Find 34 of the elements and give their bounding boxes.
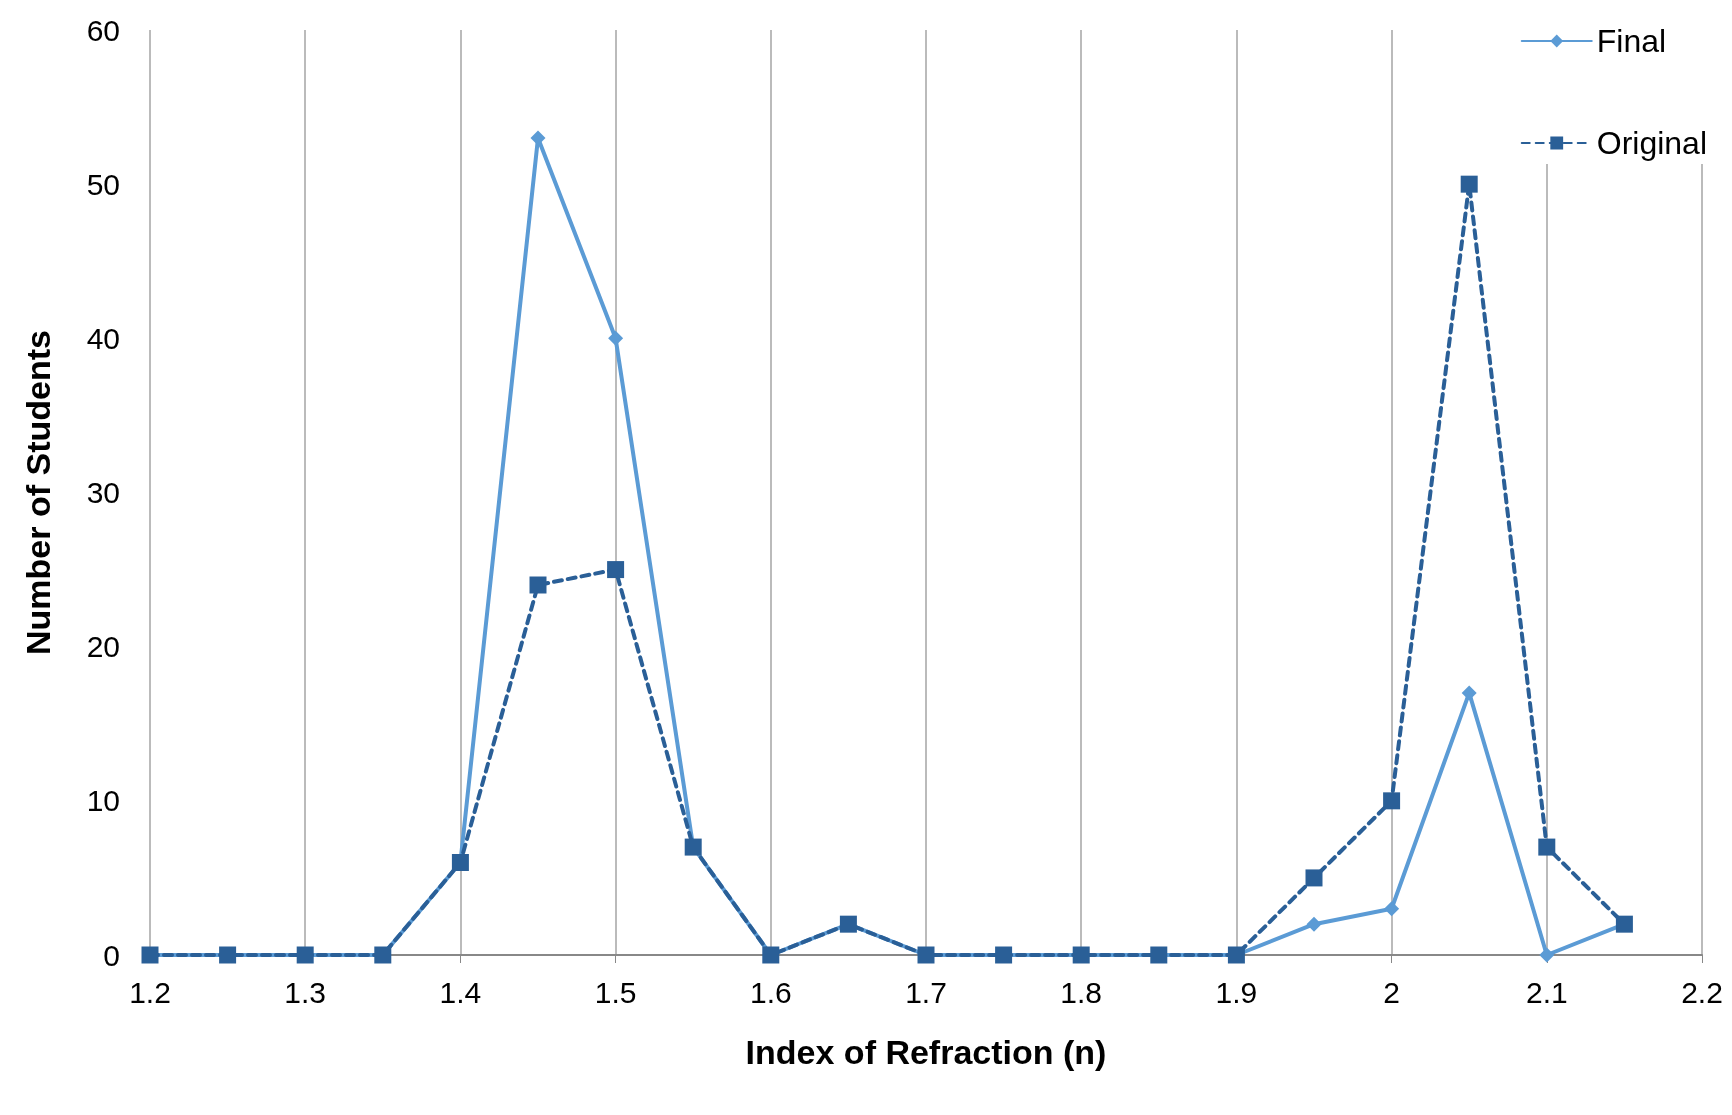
point: [1383, 792, 1401, 810]
point: [608, 330, 624, 346]
x-tick-label: 1.2: [129, 975, 171, 1009]
x-tick-label: 1.8: [1060, 975, 1103, 1009]
x-tick-label: 2: [1383, 975, 1400, 1009]
point: [1539, 947, 1555, 963]
x-tick-label: 1.5: [594, 975, 637, 1009]
y-tick-label: 0: [103, 938, 120, 972]
x-tick-label: 1.6: [749, 975, 792, 1009]
legend-label: Final: [1596, 23, 1667, 59]
x-tick-label: 1.4: [439, 975, 482, 1009]
x-tick-label: 1.9: [1215, 975, 1258, 1009]
x-tick-label: 1.3: [284, 975, 327, 1009]
point: [529, 576, 547, 594]
x-tick-label: 1.7: [905, 975, 947, 1009]
y-tick-label: 50: [86, 167, 120, 201]
point: [1538, 838, 1556, 856]
point: [607, 561, 625, 579]
y-tick-label: 20: [86, 630, 120, 664]
x-axis-title: Index of Refraction (n): [745, 1033, 1107, 1071]
legend-label: Original: [1596, 125, 1707, 161]
y-tick-label: 60: [86, 13, 120, 47]
y-tick-label: 10: [86, 784, 120, 818]
point: [1305, 869, 1323, 887]
x-tick-label: 2.1: [1525, 975, 1568, 1009]
point: [530, 130, 546, 146]
point: [1384, 901, 1400, 917]
point: [1306, 916, 1322, 932]
y-axis-title: Number of Students: [19, 330, 57, 655]
point: [1460, 175, 1478, 193]
point: [1461, 685, 1477, 701]
y-tick-label: 30: [86, 476, 120, 509]
x-tick-label: 2.2: [1681, 975, 1723, 1009]
y-tick-label: 40: [86, 321, 120, 355]
